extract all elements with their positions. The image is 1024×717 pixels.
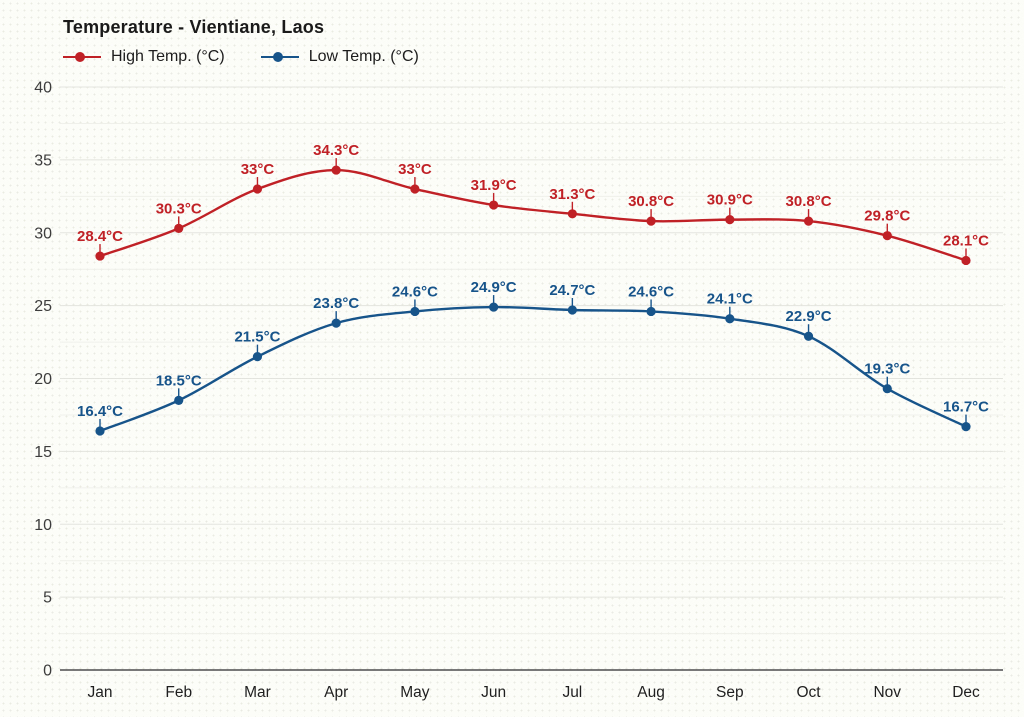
low-temp-point-label: 21.5°C	[234, 329, 280, 346]
x-tick-label: Sep	[716, 684, 744, 701]
low-temp-point	[567, 305, 577, 315]
low-temp-point-label: 24.6°C	[628, 283, 674, 300]
chart-title: Temperature - Vientiane, Laos	[63, 17, 325, 37]
legend-item-high-temp: High Temp. (°C)	[63, 48, 225, 66]
low-temp-point	[803, 331, 814, 341]
high-temp-point-label: 28.1°C	[943, 232, 989, 249]
high-temp-point-label: 34.3°C	[313, 142, 359, 159]
high-temp-point	[803, 216, 814, 226]
low-temp-line	[99, 305, 967, 433]
low-temp-point-label: 24.7°C	[549, 282, 595, 299]
y-tick-label: 15	[34, 444, 52, 461]
x-tick-label: Apr	[324, 684, 348, 701]
low-temp-point-label: 16.4°C	[77, 403, 123, 420]
high-temp-point-label: 30.8°C	[786, 193, 832, 210]
high-temp-point-label: 33°C	[398, 161, 432, 178]
low-temp-point-label: 19.3°C	[864, 361, 910, 378]
high-temp-point-label: 29.8°C	[864, 208, 910, 225]
low-temp-point	[961, 421, 971, 432]
low-temp-point	[725, 314, 735, 324]
low-temp-point	[252, 352, 263, 362]
y-tick-label: 5	[43, 590, 52, 607]
high-temp-point	[252, 184, 263, 194]
chart-legend: High Temp. (°C) Low Temp. (°C)	[63, 48, 419, 66]
x-tick-label: Jan	[88, 684, 113, 701]
low-temp-point	[410, 306, 420, 317]
x-tick-label: May	[400, 684, 430, 701]
legend-label-high-temp: High Temp. (°C)	[111, 48, 225, 65]
high-temp-line	[99, 168, 967, 262]
y-tick-label: 40	[34, 80, 52, 97]
high-temp-point-label: 31.9°C	[471, 177, 517, 194]
x-tick-label: Jun	[481, 684, 506, 701]
high-temp-point	[567, 209, 577, 219]
high-temp-point	[646, 216, 656, 226]
x-tick-label: Mar	[244, 684, 271, 701]
low-temp-point	[646, 306, 656, 317]
low-temp-point-label: 24.9°C	[471, 279, 517, 296]
high-temp-point	[725, 215, 735, 225]
high-temp-point-label: 30.9°C	[707, 192, 753, 209]
low-temp-point-label: 24.1°C	[707, 291, 753, 308]
low-temp-point	[882, 384, 892, 394]
high-temp-point	[961, 255, 971, 266]
high-temp-point	[410, 184, 420, 194]
x-tick-label: Oct	[796, 684, 821, 701]
y-tick-label: 25	[34, 298, 52, 315]
high-temp-point-label: 30.8°C	[628, 193, 674, 210]
y-tick-label: 10	[34, 517, 52, 534]
low-temp-point-label: 18.5°C	[156, 372, 202, 389]
high-temp-point	[95, 251, 105, 261]
low-temp-point	[331, 318, 341, 328]
x-tick-label: Dec	[952, 684, 980, 701]
high-temp-point-label: 30.3°C	[156, 200, 202, 217]
high-temp-point-label: 33°C	[241, 161, 275, 178]
x-tick-label: Aug	[637, 684, 665, 701]
y-tick-label: 35	[34, 152, 52, 169]
legend-item-low-temp: Low Temp. (°C)	[260, 48, 419, 66]
low-temp-point-label: 22.9°C	[786, 308, 832, 325]
high-temp-point	[331, 165, 341, 175]
x-tick-label: Jul	[562, 684, 582, 701]
high-temp-point-label: 31.3°C	[549, 186, 595, 203]
x-tick-label: Feb	[165, 684, 192, 701]
y-tick-label: 30	[34, 225, 52, 242]
legend-label-low-temp: Low Temp. (°C)	[308, 48, 419, 65]
low-temp-point	[95, 426, 105, 436]
low-temp-point-label: 23.8°C	[313, 295, 359, 312]
high-temp-point	[882, 231, 892, 241]
low-temp-line-marker-icon	[260, 51, 299, 62]
high-temp-point	[174, 223, 184, 233]
low-temp-point	[174, 395, 184, 405]
low-temp-point	[489, 302, 499, 312]
low-temp-point-label: 24.6°C	[392, 283, 438, 300]
high-temp-line-marker-icon	[63, 51, 101, 62]
high-temp-point-label: 28.4°C	[77, 228, 123, 245]
x-tick-label: Nov	[873, 684, 901, 701]
y-tick-label: 20	[34, 371, 52, 388]
y-tick-label: 0	[43, 663, 52, 680]
high-temp-point	[489, 200, 499, 210]
low-temp-point-label: 16.7°C	[943, 399, 989, 416]
